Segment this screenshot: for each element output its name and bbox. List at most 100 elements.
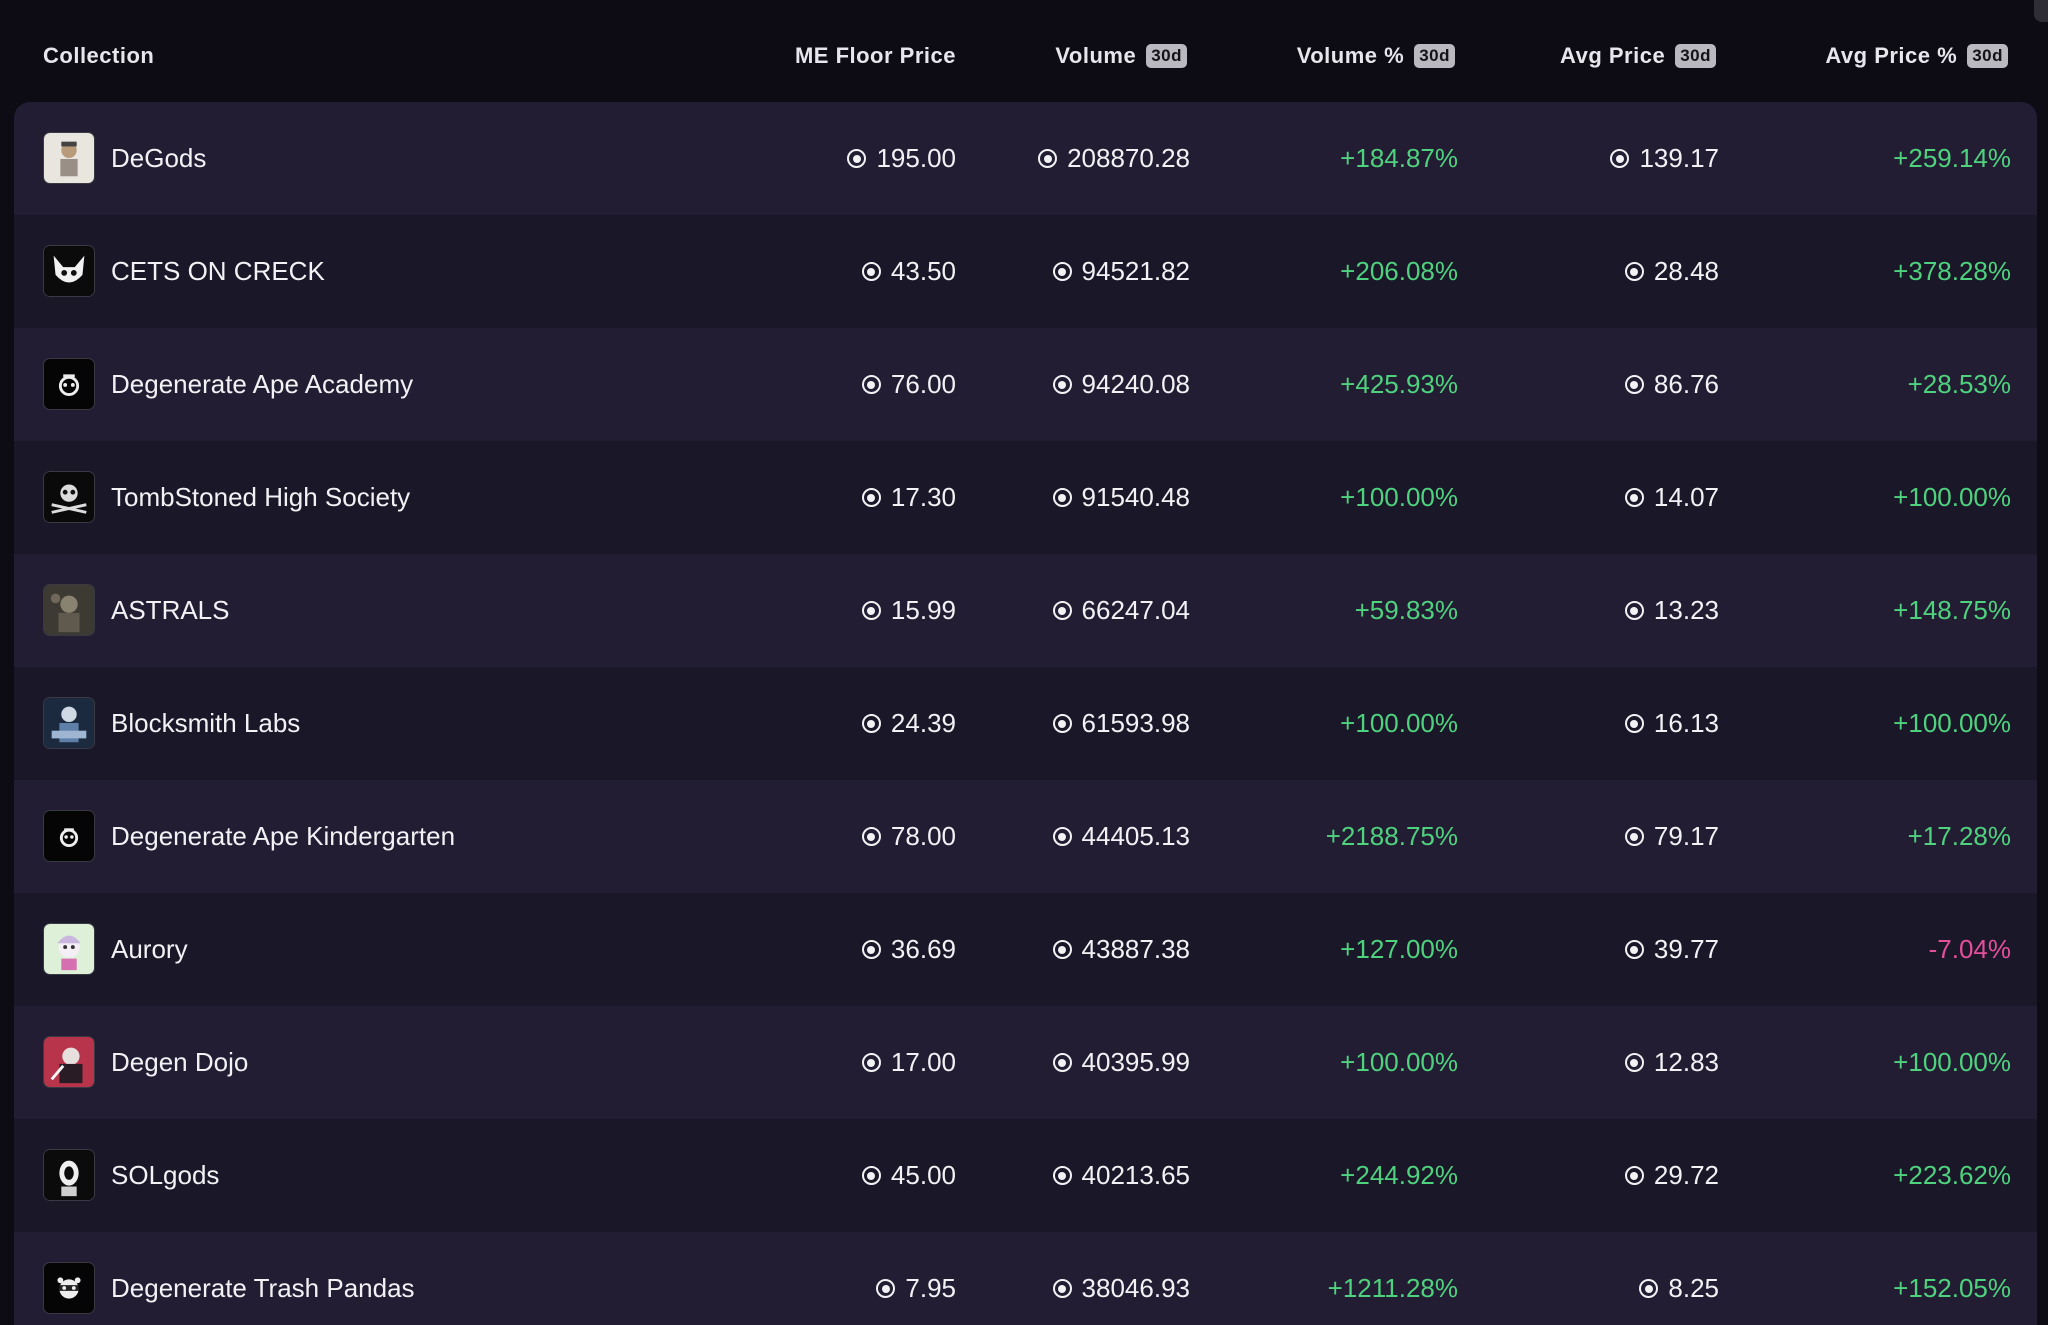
solana-icon — [1624, 1166, 1644, 1185]
degen-dojo-thumbnail — [44, 1037, 94, 1087]
table-row[interactable]: Degenerate Ape Academy 76.00 94240.08 +4… — [14, 328, 2037, 441]
floor-price-cell: 7.95 — [876, 1232, 956, 1325]
table-row[interactable]: Degenerate Ape Kindergarten 78.00 44405.… — [14, 780, 2037, 893]
solana-icon — [1639, 1279, 1659, 1298]
collection-thumbnail[interactable] — [43, 923, 95, 975]
avg-price-pct-cell: +152.05% — [1893, 1273, 2011, 1303]
avg-price-cell: 139.17 — [1610, 102, 1719, 215]
table-row[interactable]: Degenerate Trash Pandas 7.95 38046.93 +1… — [14, 1232, 2037, 1325]
avg-price-value: 86.76 — [1653, 369, 1719, 399]
collection-name[interactable]: Degen Dojo — [111, 1047, 249, 1077]
solana-icon — [1624, 714, 1644, 733]
collection-name[interactable]: Degenerate Ape Kindergarten — [111, 821, 456, 851]
table-row[interactable]: TombStoned High Society 17.30 91540.48 +… — [14, 441, 2037, 554]
column-header-avg-price[interactable]: Avg Price 30d — [1560, 0, 1716, 112]
collection-thumbnail[interactable] — [43, 1262, 95, 1314]
solana-icon — [861, 1053, 881, 1072]
volume-cell: 44405.13 — [1052, 780, 1190, 893]
volume-pct-cell: +1211.28% — [1327, 1273, 1458, 1303]
table-row[interactable]: ASTRALS 15.99 66247.04 +59.83% 13.23 +14… — [14, 554, 2037, 667]
solana-icon — [1624, 1053, 1644, 1072]
solana-icon — [861, 940, 881, 959]
solana-icon — [1052, 1279, 1072, 1298]
collection-name[interactable]: TombStoned High Society — [111, 482, 411, 512]
volume-cell: 94521.82 — [1052, 215, 1190, 328]
avg-price-pct-cell: +100.00% — [1893, 482, 2011, 512]
avg-price-pct-cell: +17.28% — [1907, 821, 2011, 851]
avg-price-pct-cell: +259.14% — [1893, 143, 2011, 173]
collection-name[interactable]: Blocksmith Labs — [111, 708, 301, 738]
avg-price-cell: 86.76 — [1624, 328, 1719, 441]
collection-thumbnail[interactable] — [43, 358, 95, 410]
volume-pct-cell: +244.92% — [1340, 1160, 1458, 1190]
solana-icon — [1624, 375, 1644, 394]
avg-price-cell: 8.25 — [1639, 1232, 1719, 1325]
volume-pct-cell: +100.00% — [1340, 1047, 1458, 1077]
collection-name[interactable]: CETS ON CRECK — [111, 256, 325, 286]
column-header-collection-label: Collection — [43, 43, 155, 68]
degods-thumbnail — [44, 133, 94, 183]
scrollbar[interactable] — [2034, 0, 2048, 22]
collection-name[interactable]: SOLgods — [111, 1160, 220, 1190]
floor-price-cell: 195.00 — [847, 102, 956, 215]
table-row[interactable]: DeGods 195.00 208870.28 +184.87% 139.17 … — [14, 102, 2037, 215]
floor-price-value: 195.00 — [876, 143, 956, 173]
floor-price-cell: 15.99 — [861, 554, 956, 667]
volume-cell: 40395.99 — [1052, 1006, 1190, 1119]
avg-price-cell: 29.72 — [1624, 1119, 1719, 1232]
collection-name[interactable]: Aurory — [111, 934, 188, 964]
avg-price-value: 39.77 — [1653, 934, 1719, 964]
solana-icon — [1052, 940, 1072, 959]
solana-icon — [1052, 714, 1072, 733]
solana-icon — [1624, 488, 1644, 507]
volume-value: 94240.08 — [1081, 369, 1190, 399]
solana-icon — [861, 375, 881, 394]
collection-thumbnail[interactable] — [43, 810, 95, 862]
collection-thumbnail[interactable] — [43, 1036, 95, 1088]
cets-on-creck-thumbnail — [44, 246, 94, 296]
column-header-volume[interactable]: Volume 30d — [1055, 0, 1187, 112]
table-row[interactable]: Blocksmith Labs 24.39 61593.98 +100.00% … — [14, 667, 2037, 780]
floor-price-cell: 78.00 — [861, 780, 956, 893]
table-row[interactable]: SOLgods 45.00 40213.65 +244.92% 29.72 +2… — [14, 1119, 2037, 1232]
avg-price-value: 12.83 — [1653, 1047, 1719, 1077]
table-row[interactable]: Aurory 36.69 43887.38 +127.00% 39.77 -7.… — [14, 893, 2037, 1006]
column-header-volume-pct[interactable]: Volume % 30d — [1297, 0, 1455, 112]
collection-thumbnail[interactable] — [43, 132, 95, 184]
column-header-volume-label: Volume — [1055, 43, 1137, 68]
volume-value: 44405.13 — [1081, 821, 1190, 851]
avg-price-pct-cell: -7.04% — [1928, 934, 2011, 964]
column-header-avg-price-pct-label: Avg Price % — [1825, 43, 1958, 68]
collection-thumbnail[interactable] — [43, 471, 95, 523]
volume-pct-cell: +100.00% — [1340, 708, 1458, 738]
collection-thumbnail[interactable] — [43, 1149, 95, 1201]
solana-icon — [861, 488, 881, 507]
solana-icon — [847, 149, 867, 168]
volume-cell: 43887.38 — [1052, 893, 1190, 1006]
column-header-avg-price-pct[interactable]: Avg Price % 30d — [1825, 0, 2008, 112]
collection-name[interactable]: DeGods — [111, 143, 207, 173]
avg-price-pct-cell: +223.62% — [1893, 1160, 2011, 1190]
solana-icon — [1052, 262, 1072, 281]
volume-value: 94521.82 — [1081, 256, 1190, 286]
floor-price-value: 43.50 — [890, 256, 956, 286]
column-header-collection[interactable]: Collection — [43, 0, 154, 112]
table-row[interactable]: CETS ON CRECK 43.50 94521.82 +206.08% 28… — [14, 215, 2037, 328]
volume-value: 43887.38 — [1081, 934, 1190, 964]
avg-price-value: 13.23 — [1653, 595, 1719, 625]
table-row[interactable]: Degen Dojo 17.00 40395.99 +100.00% 12.83… — [14, 1006, 2037, 1119]
solana-icon — [876, 1279, 896, 1298]
collection-thumbnail[interactable] — [43, 245, 95, 297]
volume-cell: 94240.08 — [1052, 328, 1190, 441]
column-header-volume-pct-label: Volume % — [1296, 43, 1405, 68]
collection-name[interactable]: Degenerate Trash Pandas — [111, 1273, 415, 1303]
collection-name[interactable]: Degenerate Ape Academy — [111, 369, 414, 399]
floor-price-cell: 76.00 — [861, 328, 956, 441]
column-header-floor[interactable]: ME Floor Price — [795, 0, 956, 112]
solana-icon — [1052, 1166, 1072, 1185]
floor-price-value: 36.69 — [890, 934, 956, 964]
collection-thumbnail[interactable] — [43, 584, 95, 636]
avg-price-value: 139.17 — [1639, 143, 1719, 173]
collection-thumbnail[interactable] — [43, 697, 95, 749]
collection-name[interactable]: ASTRALS — [111, 595, 230, 625]
